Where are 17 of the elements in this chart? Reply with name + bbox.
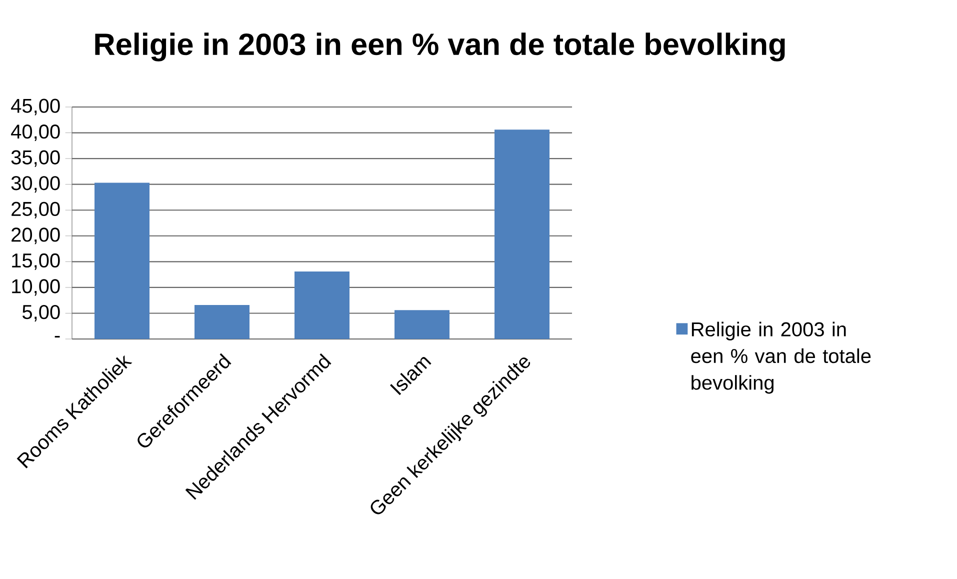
y-tick-label: 5,00 <box>22 304 60 322</box>
y-tick-label: 10,00 <box>12 279 60 296</box>
y-tick-label: 30,00 <box>11 176 60 193</box>
bar <box>294 271 350 339</box>
y-tick-label: 35,00 <box>11 150 60 167</box>
bar <box>194 304 250 339</box>
legend-label: Religie in 2003 in een % van de totale bevolking <box>691 322 871 394</box>
bar <box>94 182 150 339</box>
chart-title: Religie in 2003 in een % van de totale bevolking <box>95 32 785 62</box>
bar <box>494 130 550 339</box>
y-tick-label: 20,00 <box>12 228 60 244</box>
y-tick-label: 25,00 <box>12 202 60 218</box>
y-tick-label: 40,00 <box>11 124 60 142</box>
y-tick-label: - <box>54 336 60 338</box>
y-tick-label: 45,00 <box>11 98 60 116</box>
bar <box>394 310 450 339</box>
y-tick-label: 15,00 <box>12 253 60 270</box>
